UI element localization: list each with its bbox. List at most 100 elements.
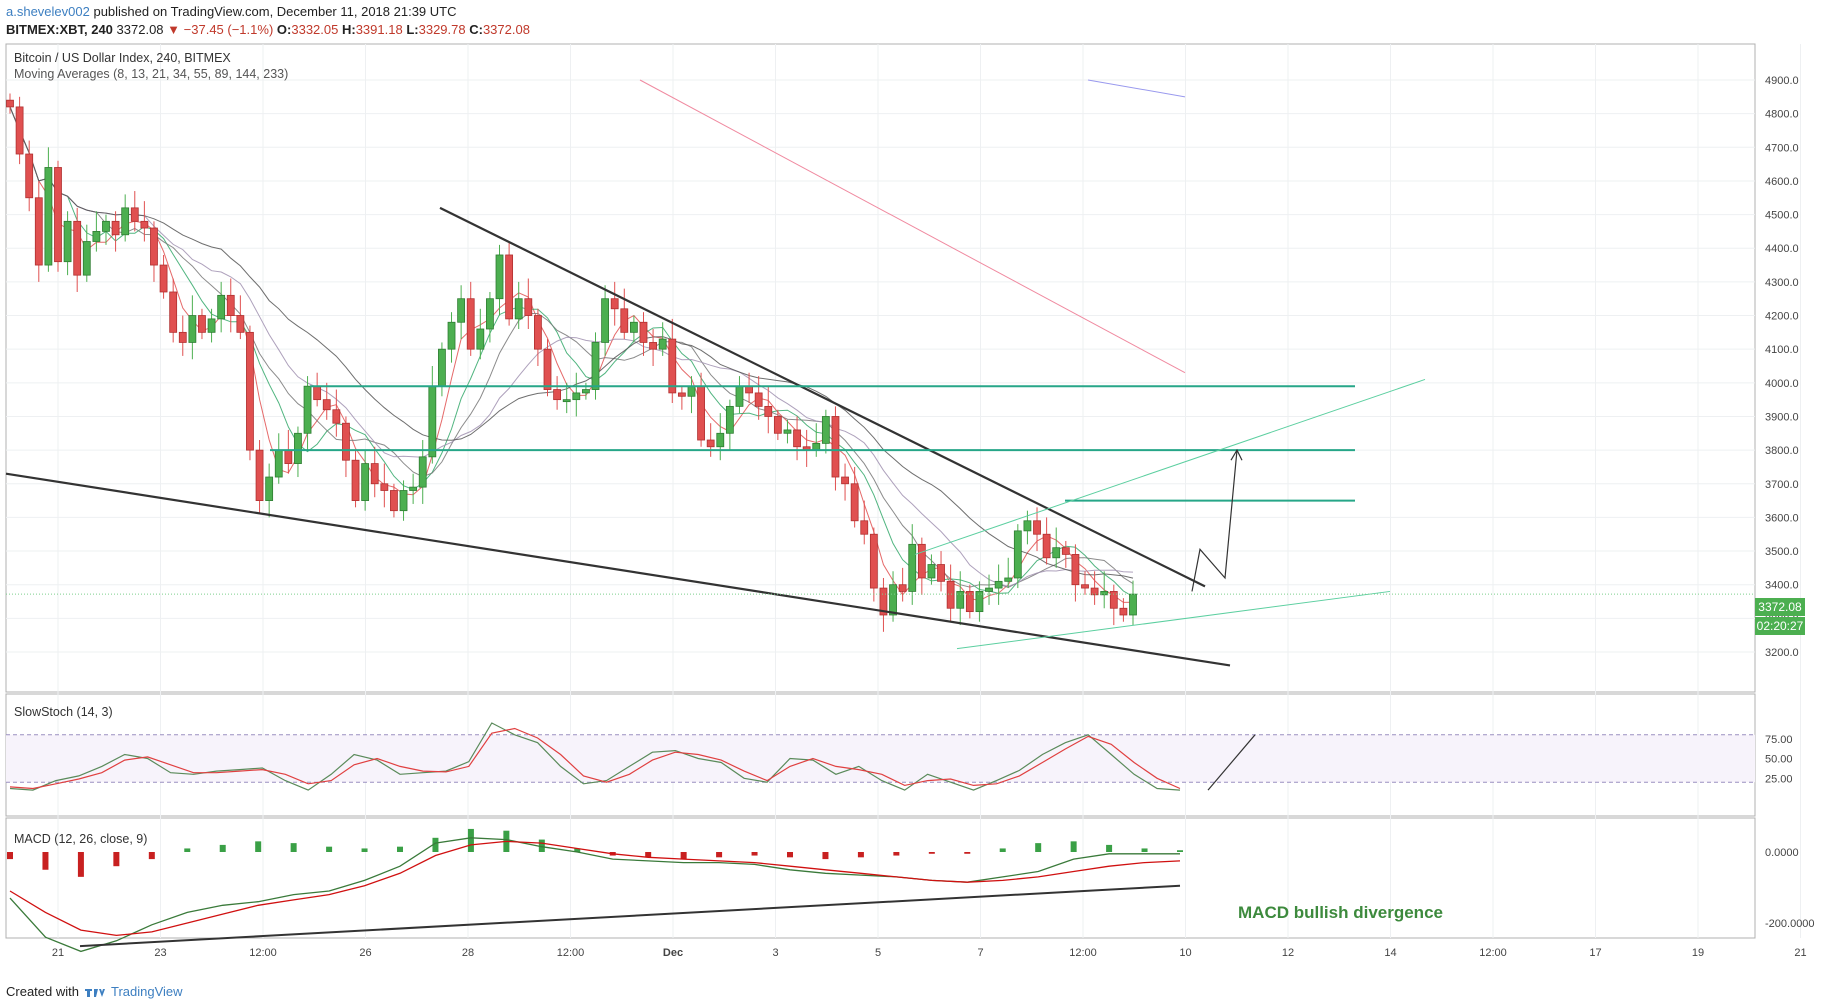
- candle-body: [438, 348, 446, 387]
- macd-histogram-bar: [432, 837, 439, 852]
- arrow-head-icon: [1230, 448, 1243, 461]
- macd-histogram-bar: [290, 843, 297, 852]
- macd-histogram-bar: [857, 852, 864, 858]
- candle-body: [505, 254, 514, 320]
- tradingview-link[interactable]: TradingView: [110, 984, 183, 999]
- candle-body: [591, 342, 600, 390]
- candle-body: [351, 459, 360, 501]
- candle-body: [34, 197, 43, 266]
- price-tick-label: 4300.0: [1765, 277, 1799, 289]
- time-tick-label: 19: [1692, 947, 1704, 959]
- candle-body: [908, 543, 917, 592]
- price-tick-label: 4200.0: [1765, 311, 1799, 323]
- candle-body: [140, 220, 149, 229]
- macd-histogram-bar: [999, 848, 1006, 852]
- macd-histogram-bar: [574, 848, 581, 852]
- low-label: L:: [406, 22, 419, 37]
- price-tick-label: 4100.0: [1765, 344, 1799, 356]
- axes: 3200.03300.03400.03500.03600.03700.03800…: [52, 75, 1815, 959]
- candle-body: [581, 389, 590, 394]
- stoch-tick-label: 25.00: [1765, 773, 1793, 785]
- candle-body: [332, 409, 341, 424]
- candle-body: [706, 439, 715, 448]
- macd-histogram-bar: [361, 848, 368, 852]
- candle-body: [869, 533, 878, 589]
- footer: Created with TradingView: [6, 984, 183, 999]
- chart-header: a.shevelev002 published on TradingView.c…: [6, 3, 530, 39]
- candle-body: [236, 315, 245, 333]
- moving-average-line: [9, 106, 1134, 598]
- candle-body: [1033, 520, 1041, 535]
- macd-histogram-bar: [7, 852, 13, 860]
- stoch-tick-label: 50.00: [1765, 754, 1793, 766]
- candle-body: [1061, 547, 1070, 555]
- time-tick-label: 12:00: [557, 947, 585, 959]
- candle-body: [793, 429, 801, 448]
- publish-info: published on TradingView.com, December 1…: [93, 4, 457, 19]
- candle-body: [92, 231, 101, 242]
- candle-body: [150, 227, 158, 266]
- symbol: BITMEX:XBT, 240: [6, 22, 113, 37]
- candle-body: [697, 385, 705, 441]
- candle-body: [898, 584, 907, 592]
- macd-histogram-bar: [148, 852, 155, 860]
- publish-line: a.shevelev002 published on TradingView.c…: [6, 3, 530, 21]
- last-price: 3372.08: [116, 22, 164, 37]
- candle-body: [409, 486, 418, 491]
- high-value: 3391.18: [355, 22, 403, 37]
- candle-body: [217, 294, 226, 320]
- countdown-label: 02:20:27: [1757, 619, 1804, 633]
- candle-body: [668, 338, 677, 394]
- candle-body: [658, 338, 667, 350]
- time-tick-label: 21: [1794, 947, 1806, 959]
- candle-body: [956, 591, 965, 609]
- macd-tick-label: -200.0000: [1765, 918, 1815, 930]
- candle-body: [390, 490, 398, 512]
- candle-body: [255, 449, 264, 501]
- candle-body: [1013, 530, 1022, 579]
- price-tick-label: 4400.0: [1765, 243, 1799, 255]
- price-tick-label: 3800.0: [1765, 445, 1799, 457]
- candle-body: [946, 580, 955, 609]
- time-tick-label: 3: [772, 947, 778, 959]
- candle-body: [361, 463, 370, 501]
- macd-histogram-bar: [964, 852, 971, 854]
- candle-body: [677, 392, 686, 397]
- candle-body: [342, 422, 350, 461]
- candle-body: [82, 241, 91, 276]
- open-label: O:: [276, 22, 292, 37]
- candle-body: [1004, 577, 1013, 582]
- macd-histogram-bar: [113, 852, 120, 867]
- candle-body: [102, 220, 110, 232]
- long-ma-pink: [639, 79, 1186, 374]
- time-tick-label: 28: [462, 947, 474, 959]
- macd-histogram-bar: [397, 846, 403, 852]
- candle-body: [1109, 591, 1118, 609]
- time-tick-label: 12:00: [249, 947, 277, 959]
- high-label: H:: [341, 22, 356, 37]
- price-pane-frame: [5, 43, 1756, 693]
- candle-body: [428, 385, 437, 458]
- candle-body: [831, 416, 840, 478]
- candle-body: [725, 405, 734, 434]
- macd-histogram-bar: [77, 852, 84, 877]
- candle-body: [73, 220, 82, 276]
- macd-pane: [7, 828, 1183, 953]
- candle-body: [1042, 533, 1051, 559]
- candle-body: [303, 385, 312, 434]
- macd-histogram-bar: [1106, 844, 1113, 852]
- candle-body: [553, 389, 562, 401]
- candle-body: [1129, 593, 1137, 616]
- price-tick-label: 4600.0: [1765, 176, 1799, 188]
- time-tick-label: 12:00: [1069, 947, 1097, 959]
- chart-canvas[interactable]: 3200.03300.03400.03500.03600.03700.03800…: [0, 40, 1828, 984]
- candle-body: [783, 429, 792, 434]
- candle-body: [879, 587, 888, 616]
- last-price-tag: [1755, 598, 1805, 616]
- time-tick-label: 14: [1384, 947, 1396, 959]
- tradingview-logo-icon: [84, 986, 107, 998]
- stoch-band-fill: [6, 734, 1755, 783]
- author-link[interactable]: a.shevelev002: [6, 4, 90, 19]
- macd-histogram-bar: [787, 852, 793, 858]
- candle-body: [159, 264, 168, 293]
